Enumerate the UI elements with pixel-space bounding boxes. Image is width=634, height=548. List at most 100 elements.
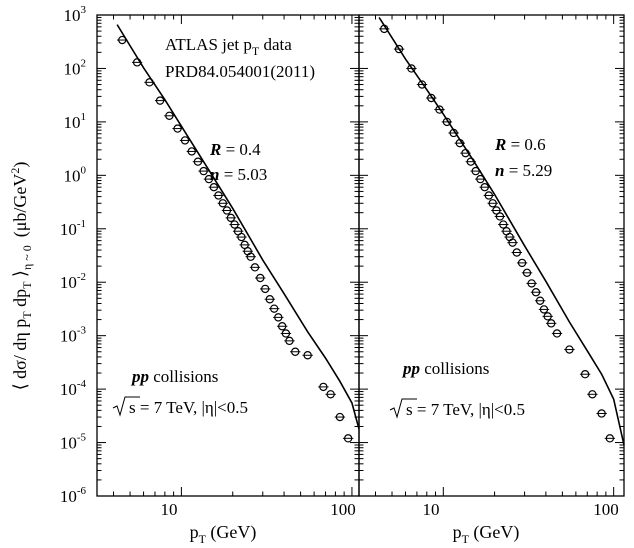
data-point-left [343, 434, 353, 443]
data-point-right [394, 44, 404, 54]
data-point-left [269, 304, 279, 313]
data-point-right [492, 206, 501, 215]
data-point-left [173, 124, 182, 133]
data-point-left [277, 322, 287, 331]
data-point-right [539, 305, 549, 314]
data-point-left [218, 199, 228, 208]
tick-marks-right [359, 14, 624, 497]
y-axis-title: ⟨ dσ/ dη pT dpT ⟩η ~ 0(μb/GeV2) [8, 162, 34, 391]
data-marks-right [378, 17, 625, 446]
y-tick-label-1e-6: 10-6 [60, 485, 87, 506]
svg-text:⟨ dσ/ dη pT dpT ⟩η ~ 0(μb/GeV2: ⟨ dσ/ dη pT dpT ⟩η ~ 0(μb/GeV2) [8, 162, 34, 391]
data-point-left [222, 206, 232, 215]
data-point-right [522, 268, 532, 278]
fit-line-right [378, 17, 625, 446]
data-point-right [552, 329, 562, 338]
sqrt-symbol-left [112, 396, 140, 417]
ylabel-sub1: T [20, 311, 34, 319]
data-point-right [547, 319, 556, 328]
data-point-left [291, 347, 300, 356]
data-point-right [488, 199, 497, 208]
r-param-right: R = 0.6 [494, 135, 546, 154]
data-point-right [508, 238, 517, 247]
data-point-right [480, 182, 489, 192]
data-point-right [517, 258, 527, 268]
x-tick-label-left-10: 10 [161, 500, 178, 519]
data-point-left [303, 351, 312, 360]
data-point-left [335, 412, 345, 422]
data-point-left [199, 166, 208, 176]
data-point-left [326, 390, 335, 399]
y-tick-label-1e-5: 10-5 [60, 432, 87, 453]
data-point-right [495, 212, 505, 221]
data-point-left [155, 96, 165, 105]
data-point-right [531, 288, 541, 297]
data-point-left [180, 136, 190, 145]
ylabel-sup: 2 [8, 168, 22, 174]
data-point-left [165, 111, 174, 120]
ylabel-units: (μb/GeV [10, 174, 31, 238]
data-point-left [230, 220, 239, 229]
y-tick-label-1e-3: 10-3 [60, 325, 87, 346]
x-tick-label-left-100: 100 [330, 500, 356, 519]
data-point-right [543, 312, 552, 321]
data-point-right [527, 279, 536, 288]
data-point-right [605, 434, 615, 443]
plot-frame-left [96, 14, 360, 497]
data-point-left [319, 382, 328, 392]
y-tick-label-1e3: 103 [64, 4, 87, 25]
data-point-left [281, 329, 291, 338]
y-tick-label-1e-2: 10-2 [60, 271, 86, 292]
data-point-left [285, 336, 294, 346]
data-point-left [204, 174, 214, 184]
data-point-right [435, 105, 444, 114]
data-point-left [265, 295, 275, 304]
data-point-left [256, 273, 265, 283]
n-param-left: n = 5.03 [210, 165, 267, 184]
data-point-left [187, 147, 196, 156]
r-param-left: R = 0.4 [209, 140, 261, 159]
x-axis-title-right: pT (GeV) [453, 522, 520, 546]
data-point-right [484, 191, 494, 200]
sqrt-symbol-right [389, 398, 417, 419]
source-label-line2: PRD84.054001(2011) [165, 62, 315, 81]
ylabel-mid: dp [10, 289, 30, 312]
data-point-left [246, 252, 255, 261]
ylabel-close: ⟩ [10, 270, 30, 282]
n-param-right: n = 5.29 [495, 161, 552, 180]
data-point-left [193, 157, 203, 166]
y-tick-labels: 10-6 10-5 10-4 10-3 10-2 10-1 100 101 10… [60, 4, 87, 506]
x-tick-label-right-100: 100 [593, 500, 619, 519]
data-point-left [260, 284, 270, 294]
data-point-left [209, 182, 219, 192]
collisions-label-left: pp collisions [130, 367, 218, 386]
data-marks-left [116, 24, 360, 443]
fit-line-left [116, 24, 360, 430]
panel-right: 10 100 pT (GeV) R = 0.6 n = 5.29 pp coll… [358, 14, 625, 546]
energy-label-right: s = 7 TeV, |η|<0.5 [406, 400, 525, 419]
collisions-label-right: pp collisions [401, 359, 489, 378]
ylabel-sub2: T [20, 281, 34, 289]
data-point-left [237, 232, 246, 242]
data-point-right [407, 64, 416, 73]
data-point-right [499, 220, 508, 229]
tick-marks-left [97, 14, 359, 497]
x-tick-label-right-10: 10 [423, 500, 440, 519]
energy-label-left: s = 7 TeV, |η|<0.5 [129, 398, 248, 417]
data-point-right [535, 296, 545, 305]
plot-frame-right [358, 14, 625, 497]
y-tick-label-1e1: 101 [64, 111, 87, 132]
data-point-left [226, 213, 236, 223]
ylabel-units-close: ) [10, 162, 31, 168]
source-label-line1: ATLAS jet pT data [165, 35, 292, 58]
panel-left: 10-6 10-5 10-4 10-3 10-2 10-1 100 101 10… [60, 4, 360, 546]
data-point-left [274, 313, 283, 322]
y-tick-label-1e2: 102 [64, 57, 87, 78]
data-point-right [512, 248, 521, 257]
data-point-right [427, 93, 436, 103]
data-point-right [476, 174, 485, 184]
ylabel-main: ⟨ dσ/ dη p [10, 319, 30, 391]
data-point-right [565, 345, 574, 354]
data-point-left [250, 263, 260, 272]
